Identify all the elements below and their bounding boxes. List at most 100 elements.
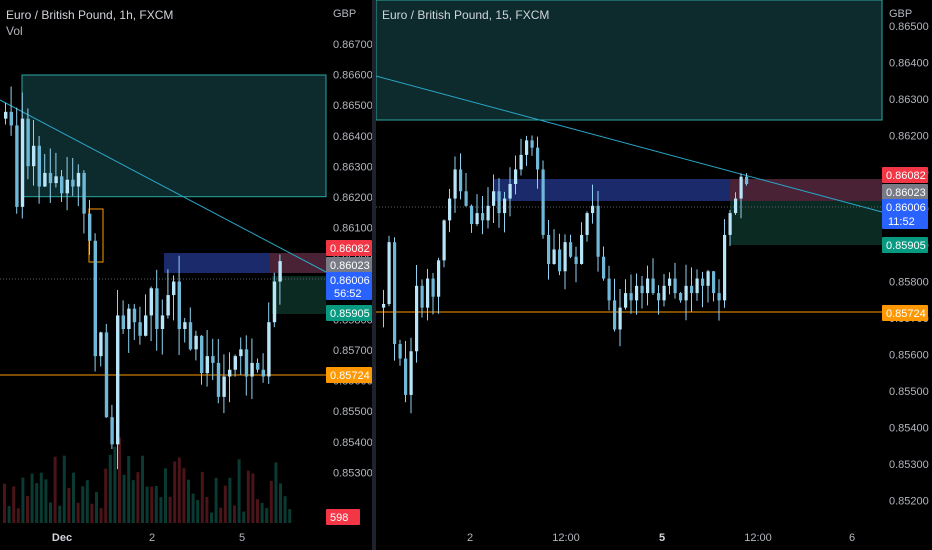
price-tag-label: 0.85724 bbox=[330, 370, 370, 382]
y-axis-tick: 0.85300 bbox=[333, 467, 372, 479]
volume-bar bbox=[81, 486, 85, 523]
chart-pane-15m[interactable]: 0.865000.864000.863000.862000.861000.860… bbox=[376, 0, 932, 550]
volume-bar bbox=[191, 493, 195, 523]
candle-body bbox=[585, 213, 589, 235]
candle-body bbox=[629, 293, 633, 301]
volume-bar bbox=[122, 474, 126, 523]
candle-body bbox=[99, 332, 103, 357]
candle-body bbox=[481, 213, 485, 221]
volume-bar bbox=[67, 487, 71, 523]
y-axis-tick: 0.86600 bbox=[333, 70, 372, 82]
price-tag bbox=[326, 367, 372, 383]
y-axis-tick: 0.86700 bbox=[333, 39, 372, 51]
sell-zone bbox=[730, 179, 882, 201]
price-tag bbox=[882, 184, 928, 200]
y-axis-tick: 0.85500 bbox=[889, 386, 929, 398]
candle-body bbox=[486, 205, 490, 221]
y-axis-tick: 0.86300 bbox=[333, 161, 372, 173]
volume-bar bbox=[150, 486, 154, 523]
candle-body bbox=[541, 169, 545, 235]
y-axis-tick: 0.86500 bbox=[333, 100, 372, 112]
volume-bar bbox=[7, 506, 11, 523]
volume-bar bbox=[260, 502, 264, 523]
candle-body bbox=[530, 140, 534, 148]
price-chart-15m[interactable]: 0.865000.864000.863000.862000.861000.860… bbox=[376, 0, 932, 550]
volume-bar bbox=[44, 479, 48, 523]
candle-body bbox=[104, 332, 109, 418]
candle-body bbox=[43, 172, 47, 187]
chart-pane-1h[interactable]: 0.86700 0.86600 0.86500 0.86400 0.86300 0.862… bbox=[0, 0, 372, 550]
y-axis-tick: 0.86500 bbox=[889, 21, 929, 33]
volume-bar bbox=[164, 468, 167, 523]
price-chart-1h[interactable]: 0.86700 0.86600 0.86500 0.86400 0.86300 0.862… bbox=[0, 0, 372, 550]
candle-body bbox=[442, 220, 446, 261]
candle-body bbox=[222, 376, 226, 397]
volume-bar bbox=[72, 472, 75, 523]
candle-body bbox=[745, 176, 749, 184]
volume-bar bbox=[104, 468, 108, 523]
buy-zone bbox=[272, 276, 326, 314]
candle-body bbox=[514, 169, 518, 184]
candle-body bbox=[387, 242, 391, 304]
candle-body bbox=[93, 240, 97, 357]
volume-bar bbox=[127, 455, 131, 523]
x-axis-tick: 2 bbox=[149, 532, 155, 544]
candle-body bbox=[525, 140, 529, 155]
y-axis-tick: 0.85400 bbox=[333, 437, 372, 449]
x-axis-tick: 2 bbox=[467, 532, 473, 544]
candle-body bbox=[503, 198, 507, 214]
pane-divider[interactable] bbox=[372, 0, 376, 550]
candle-body bbox=[144, 315, 148, 336]
volume-bar bbox=[265, 508, 269, 523]
volume-bar bbox=[279, 483, 282, 523]
volume-bar bbox=[53, 456, 57, 523]
y-axis-tick: 0.85800 bbox=[889, 277, 929, 289]
candle-body bbox=[188, 322, 193, 350]
x-axis-tick: 12:00 bbox=[744, 532, 772, 544]
candle-body bbox=[82, 172, 86, 214]
candle-body bbox=[701, 278, 705, 286]
candle-body bbox=[239, 349, 243, 357]
candle-body bbox=[602, 256, 606, 279]
volume-bar bbox=[76, 502, 80, 523]
candle-body bbox=[121, 315, 125, 329]
candle-body bbox=[250, 362, 254, 377]
price-tag-label: 598 bbox=[330, 512, 348, 524]
volume-bar bbox=[223, 485, 227, 523]
candle-body bbox=[48, 172, 53, 184]
candle-body bbox=[497, 191, 501, 214]
candle-body bbox=[475, 213, 479, 224]
volume-bar bbox=[251, 473, 255, 523]
candle-body bbox=[177, 281, 181, 329]
volume-bar bbox=[173, 461, 177, 523]
candle-body bbox=[138, 322, 142, 336]
currency-label: GBP bbox=[333, 8, 357, 20]
volume-bar bbox=[187, 479, 190, 523]
candle-body bbox=[662, 285, 666, 301]
candle-body bbox=[155, 288, 159, 329]
y-axis-tick: 0.86200 bbox=[333, 192, 372, 204]
candle-body bbox=[574, 256, 578, 264]
trend-line bbox=[376, 75, 883, 213]
candle-body bbox=[717, 293, 721, 301]
candle-body bbox=[233, 356, 237, 370]
candle-body bbox=[624, 293, 628, 308]
price-tag-label: 0.86006 bbox=[886, 202, 926, 214]
candle-body bbox=[415, 285, 419, 352]
candle-body bbox=[536, 147, 540, 170]
volume-bar bbox=[3, 483, 6, 523]
candle-body bbox=[728, 213, 732, 235]
candle-body bbox=[646, 278, 650, 294]
candle-body bbox=[580, 234, 584, 264]
y-axis-tick: 0.86400 bbox=[333, 131, 372, 143]
y-axis-tick: 0.85300 bbox=[889, 459, 929, 471]
candle-body bbox=[459, 169, 463, 192]
candle-body bbox=[393, 242, 397, 344]
candle-body bbox=[739, 176, 743, 199]
candle-body bbox=[563, 242, 567, 272]
candle-body bbox=[9, 111, 13, 126]
candle-body bbox=[172, 281, 176, 296]
volume-bar bbox=[99, 508, 103, 523]
candle-body bbox=[267, 322, 271, 377]
candle-body bbox=[211, 356, 215, 363]
